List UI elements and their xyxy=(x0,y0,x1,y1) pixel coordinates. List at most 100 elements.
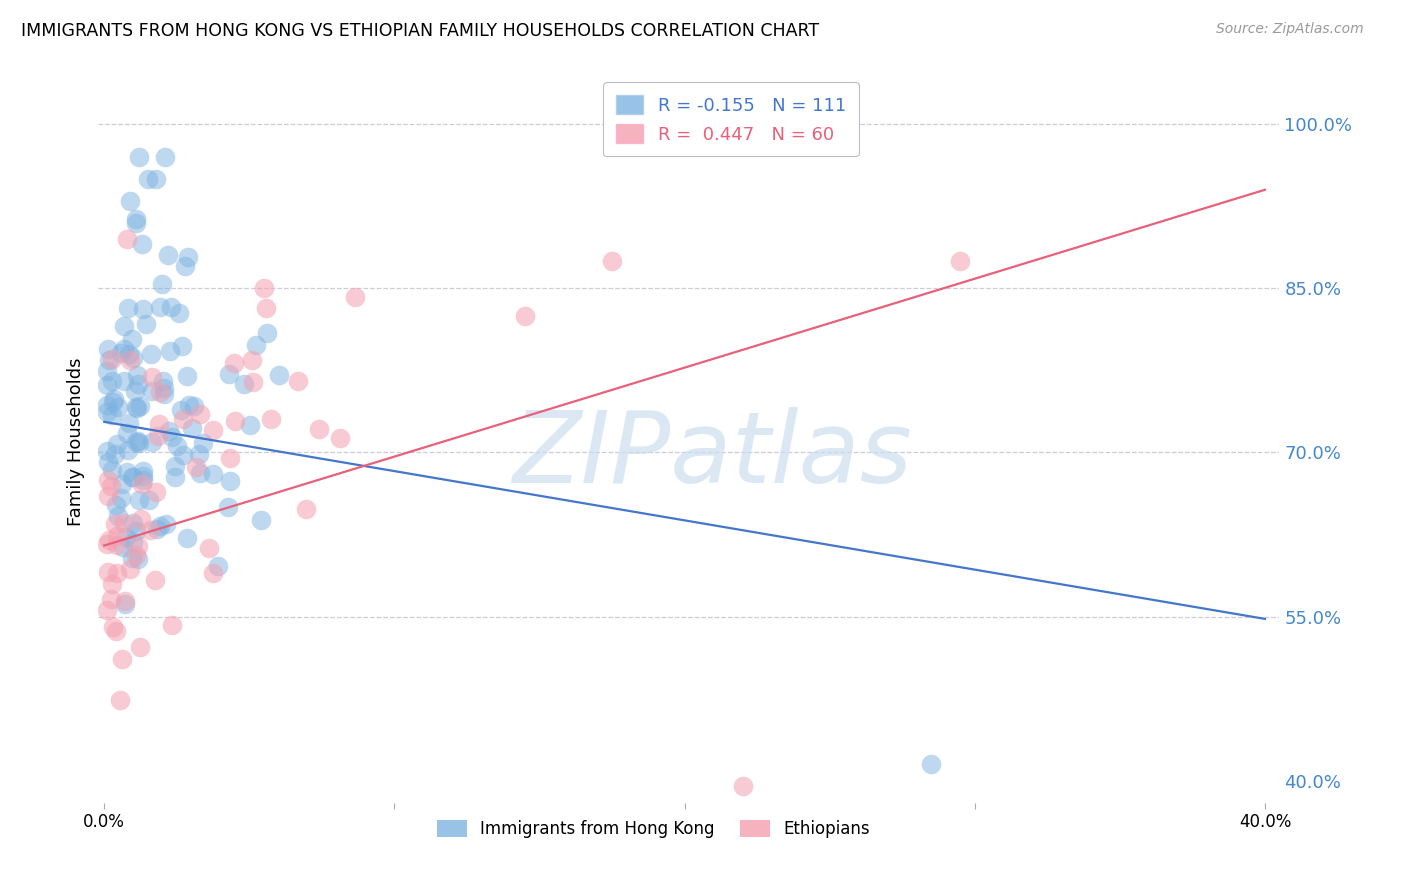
Point xyxy=(295,501,318,516)
Point xyxy=(96,405,118,419)
Point xyxy=(131,477,153,491)
Point xyxy=(180,421,202,435)
Point xyxy=(179,398,201,412)
Point xyxy=(117,425,139,440)
Point xyxy=(141,435,163,450)
Point xyxy=(111,652,134,666)
Point xyxy=(101,577,124,591)
Point xyxy=(201,566,224,580)
Point xyxy=(256,326,278,340)
Text: ZIPatlas: ZIPatlas xyxy=(513,408,912,505)
Point xyxy=(245,338,267,352)
Point xyxy=(127,401,149,416)
Point xyxy=(122,516,145,530)
Point xyxy=(121,470,143,484)
Point xyxy=(163,458,186,473)
Y-axis label: Family Households: Family Households xyxy=(66,358,84,525)
Point xyxy=(101,374,124,388)
Point xyxy=(146,429,169,443)
Point xyxy=(152,386,174,401)
Point xyxy=(128,492,150,507)
Point xyxy=(100,352,122,367)
Point xyxy=(222,356,245,370)
Point xyxy=(110,491,132,505)
Point xyxy=(105,498,128,512)
Point xyxy=(127,376,149,391)
Point xyxy=(115,465,138,479)
Point xyxy=(197,541,219,555)
Point xyxy=(233,377,256,392)
Point xyxy=(183,399,205,413)
Point xyxy=(117,232,139,246)
Point xyxy=(153,150,176,164)
Point xyxy=(135,317,157,331)
Point xyxy=(159,300,181,314)
Point xyxy=(207,559,229,574)
Point xyxy=(97,474,120,488)
Point xyxy=(118,562,141,576)
Point xyxy=(98,352,121,367)
Point xyxy=(949,253,972,268)
Point xyxy=(132,473,155,487)
Point xyxy=(129,512,152,526)
Point xyxy=(146,522,169,536)
Point xyxy=(139,523,162,537)
Point xyxy=(111,477,134,491)
Point xyxy=(162,430,184,444)
Point xyxy=(167,306,190,320)
Point xyxy=(96,398,118,412)
Point xyxy=(157,424,180,438)
Point xyxy=(97,455,120,469)
Point xyxy=(132,301,155,316)
Point xyxy=(132,464,155,478)
Point xyxy=(121,551,143,566)
Point xyxy=(100,592,122,607)
Point xyxy=(172,412,194,426)
Point xyxy=(103,620,125,634)
Point xyxy=(188,447,211,461)
Point xyxy=(100,409,122,423)
Point xyxy=(152,375,174,389)
Point xyxy=(122,470,145,484)
Point xyxy=(157,248,180,262)
Point xyxy=(162,618,184,632)
Point xyxy=(132,469,155,483)
Point xyxy=(118,353,141,368)
Point xyxy=(105,566,128,580)
Point xyxy=(218,367,240,381)
Point xyxy=(122,534,145,549)
Point xyxy=(250,513,273,527)
Point xyxy=(96,537,118,551)
Point xyxy=(148,417,170,432)
Point xyxy=(104,447,127,461)
Point xyxy=(139,347,162,361)
Point xyxy=(176,368,198,383)
Point xyxy=(240,353,263,368)
Point xyxy=(155,516,177,531)
Point xyxy=(115,530,138,544)
Point xyxy=(112,318,135,333)
Point xyxy=(111,541,134,555)
Point xyxy=(125,216,148,230)
Point xyxy=(138,493,160,508)
Point xyxy=(112,516,135,530)
Point xyxy=(219,450,242,465)
Legend: Immigrants from Hong Kong, Ethiopians: Immigrants from Hong Kong, Ethiopians xyxy=(430,814,876,845)
Point xyxy=(112,374,135,388)
Point xyxy=(125,434,148,449)
Point xyxy=(100,463,122,477)
Point xyxy=(174,260,197,274)
Point xyxy=(105,437,128,451)
Point xyxy=(239,417,262,432)
Point xyxy=(149,300,172,314)
Point xyxy=(143,573,166,587)
Point xyxy=(202,467,225,481)
Point xyxy=(121,351,143,366)
Point xyxy=(163,470,186,484)
Point xyxy=(118,416,141,430)
Point xyxy=(191,436,214,450)
Point xyxy=(107,509,129,524)
Point xyxy=(141,369,163,384)
Point xyxy=(145,171,167,186)
Point xyxy=(110,346,132,360)
